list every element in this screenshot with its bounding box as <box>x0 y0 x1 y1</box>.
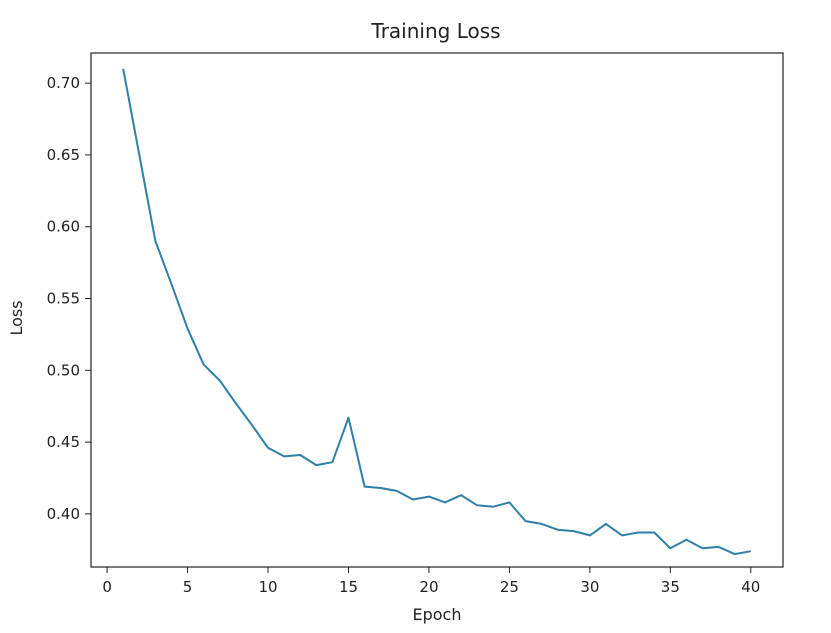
y-tick-label: 0.50 <box>47 361 80 379</box>
y-tick-label: 0.40 <box>47 505 80 523</box>
y-tick-label: 0.70 <box>47 74 80 92</box>
y-axis-ticks: 0.40 0.45 0.50 0.55 0.60 0.65 0.70 <box>47 74 91 523</box>
y-tick-label: 0.65 <box>47 146 80 164</box>
x-tick-label: 35 <box>661 578 680 596</box>
y-tick-label: 0.60 <box>47 218 80 236</box>
series-group <box>122 68 751 556</box>
y-tick-label: 0.45 <box>47 433 80 451</box>
x-axis-ticks: 0 5 10 15 20 25 30 35 40 <box>102 567 760 596</box>
chart-title: Training Loss <box>370 19 500 43</box>
x-tick-label: 10 <box>258 578 277 596</box>
x-axis-label: Epoch <box>413 605 462 624</box>
x-tick-label: 25 <box>500 578 519 596</box>
plot-frame <box>90 52 784 568</box>
x-tick-label: 5 <box>183 578 193 596</box>
x-tick-label: 30 <box>580 578 599 596</box>
y-tick-label: 0.55 <box>47 290 80 308</box>
x-tick-label: 20 <box>419 578 438 596</box>
x-tick-label: 40 <box>741 578 760 596</box>
x-tick-label: 0 <box>102 578 112 596</box>
x-tick-label: 15 <box>339 578 358 596</box>
y-axis-label: Loss <box>7 300 26 335</box>
loss-series-line <box>122 68 751 556</box>
